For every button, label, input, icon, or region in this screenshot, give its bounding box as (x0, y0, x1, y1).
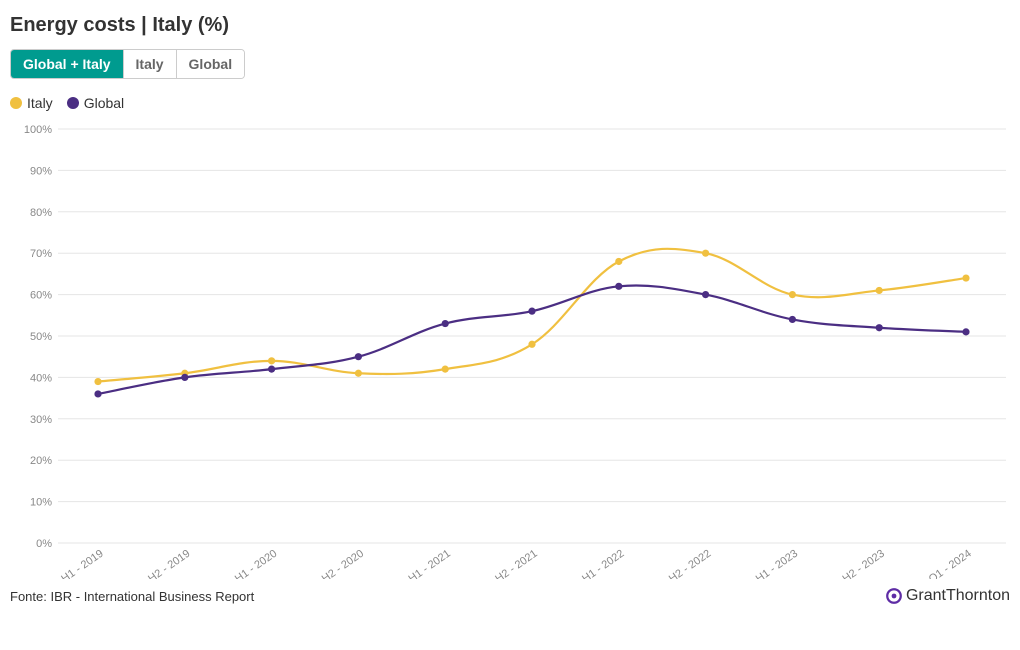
legend-swatch-global (67, 97, 79, 109)
svg-text:H1 - 2021: H1 - 2021 (406, 548, 452, 579)
legend-item-global: Global (67, 95, 124, 111)
svg-text:50%: 50% (30, 331, 52, 343)
svg-text:H1 - 2020: H1 - 2020 (233, 548, 279, 579)
svg-text:H1 - 2022: H1 - 2022 (580, 548, 626, 579)
chart-title: Energy costs | Italy (%) (10, 14, 1010, 37)
svg-text:60%: 60% (30, 290, 52, 302)
tab-global[interactable]: Global (177, 50, 245, 78)
legend: Italy Global (10, 95, 1010, 111)
legend-swatch-italy (10, 97, 22, 109)
svg-text:H2 - 2020: H2 - 2020 (320, 548, 366, 579)
legend-item-italy: Italy (10, 95, 53, 111)
line-chart-svg: 0% 10% 20% 30% 40% 50% 60% 70% 80% 90% 100% H1 - 20… (10, 119, 1010, 579)
chart-area: 0% 10% 20% 30% 40% 50% 60% 70% 80% 90% 100% H1 - 20… (10, 119, 1010, 579)
source-text: Fonte: IBR - International Business Repo… (10, 589, 254, 604)
svg-text:30%: 30% (30, 414, 52, 426)
svg-text:80%: 80% (30, 207, 52, 219)
svg-text:0%: 0% (36, 538, 52, 550)
brand-logo: GrantThornton (885, 587, 1010, 605)
svg-text:100%: 100% (24, 124, 52, 136)
svg-text:10%: 10% (30, 497, 52, 509)
svg-text:H2 - 2022: H2 - 2022 (667, 548, 713, 579)
svg-text:H2 - 2019: H2 - 2019 (146, 548, 192, 579)
svg-text:70%: 70% (30, 248, 52, 260)
svg-text:40%: 40% (30, 372, 52, 384)
tab-italy[interactable]: Italy (124, 50, 177, 78)
svg-text:H2 - 2021: H2 - 2021 (493, 548, 539, 579)
svg-text:H1 - 2023: H1 - 2023 (754, 548, 800, 579)
svg-text:H2 - 2023: H2 - 2023 (840, 548, 886, 579)
svg-text:Q1 - 2024: Q1 - 2024 (927, 548, 974, 579)
brand-name: GrantThornton (906, 587, 1010, 605)
svg-text:90%: 90% (30, 165, 52, 177)
legend-label-global: Global (84, 95, 124, 111)
tab-global-italy[interactable]: Global + Italy (11, 50, 124, 78)
footer: Fonte: IBR - International Business Repo… (10, 587, 1010, 605)
tab-group: Global + Italy Italy Global (10, 49, 245, 79)
svg-text:H1 - 2019: H1 - 2019 (59, 548, 105, 579)
brand-icon (885, 587, 903, 605)
legend-label-italy: Italy (27, 95, 53, 111)
svg-text:20%: 20% (30, 455, 52, 467)
